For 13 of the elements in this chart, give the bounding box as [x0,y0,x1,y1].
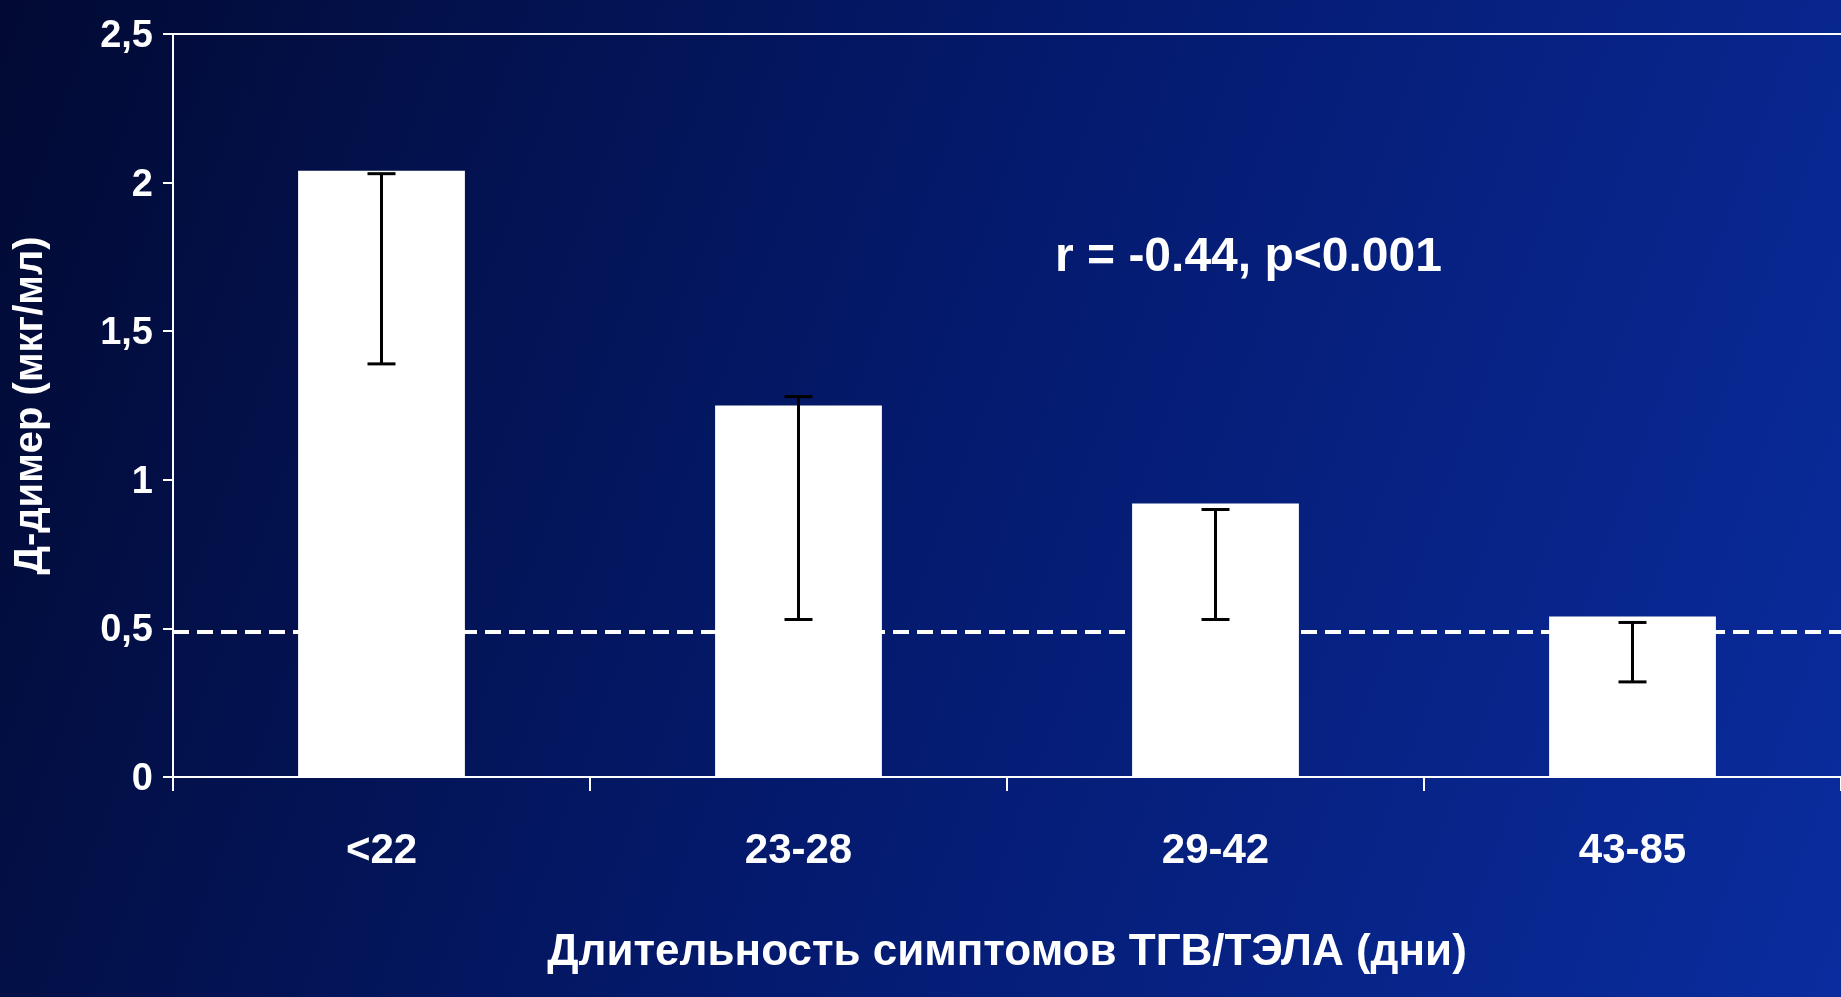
y-tick-label: 2,5 [100,13,153,55]
y-axis-title: Д-димер (мкг/мл) [6,236,50,575]
x-tick-label: 23-28 [744,824,853,872]
y-tick-label: 1,5 [100,310,153,353]
x-tick-label: 43-85 [1578,824,1687,872]
y-tick-label: 0 [131,756,153,798]
x-tick-label: <22 [345,824,418,872]
annotation: r = -0.44, p<0.001 [1055,227,1442,281]
x-tick-label: 29-42 [1161,824,1270,872]
x-axis-title: Длительность симптомов ТГВ/ТЭЛА (дни) [547,924,1467,974]
y-tick-label: 0,5 [100,607,153,650]
y-tick-label: 1 [131,458,153,501]
y-tick-label: 2 [131,161,153,204]
